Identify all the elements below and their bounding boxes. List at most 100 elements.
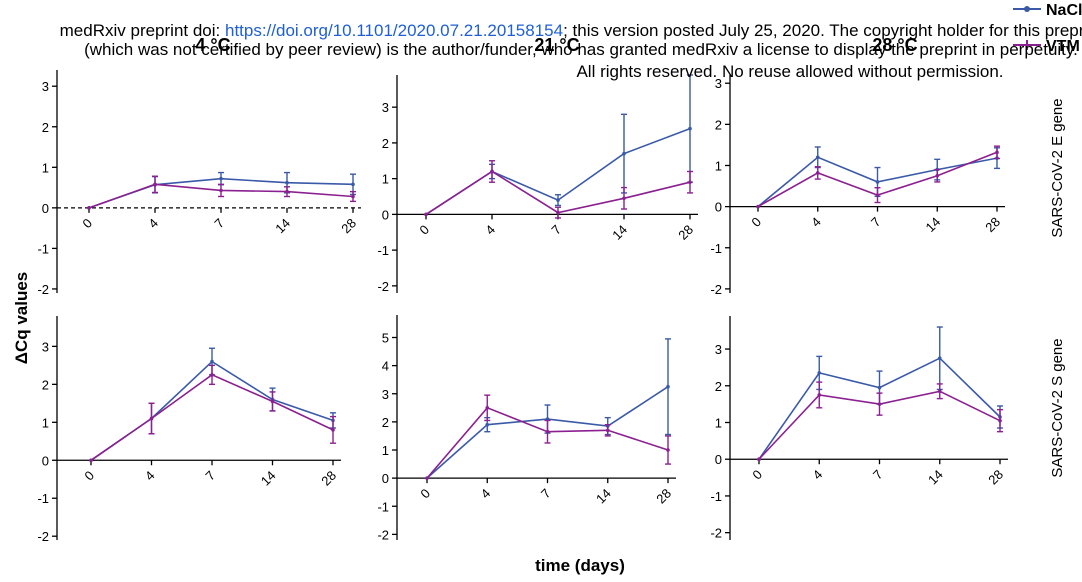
y-tick-label: 2 [715, 379, 722, 394]
y-tick-label: -1 [710, 489, 722, 504]
y-tick-label: 0 [715, 200, 722, 215]
y-tick-label: -2 [710, 526, 722, 541]
legend-label-vtm: VTM [1046, 38, 1080, 55]
x-tick-label: 0 [79, 215, 95, 231]
y-tick-label: 3 [42, 339, 49, 354]
x-tick-label: 28 [982, 214, 1003, 235]
series-vtm [756, 145, 1000, 209]
y-tick-label: 0 [42, 201, 49, 216]
data-point-vtm [87, 206, 91, 210]
row-title-s-gene: SARS-CoV-2 S gene [1049, 338, 1066, 477]
y-tick-label: -1 [37, 241, 49, 256]
y-tick-label: 2 [42, 120, 49, 135]
data-point-vtm [153, 182, 157, 187]
x-tick-label: 7 [211, 215, 227, 231]
y-tick-label: -2 [37, 282, 49, 297]
data-point-nacl [817, 371, 822, 375]
data-point-vtm [545, 429, 550, 434]
panel-sars-cov-2-s-gene-4-c: -2 -1 0 1 2 3 0 4 7 14 28 [37, 316, 341, 544]
data-point-vtm [757, 457, 761, 462]
data-point-nacl [875, 180, 880, 184]
preprint-notice-line-1: medRxiv preprint doi: https://doi.org/10… [40, 22, 1082, 40]
x-tick-label: 4 [478, 486, 494, 502]
data-point-vtm [490, 169, 494, 174]
y-tick-label: 1 [42, 160, 49, 175]
row-title-e-gene: SARS-CoV-2 E gene [1049, 98, 1066, 237]
y-tick-label: 1 [382, 172, 389, 187]
y-tick-label: -2 [37, 529, 49, 544]
y-tick-label: 1 [382, 443, 389, 458]
x-tick-label: 28 [985, 467, 1006, 488]
data-point-vtm [285, 189, 289, 194]
series-nacl [424, 74, 693, 217]
data-point-vtm [219, 188, 223, 193]
data-point-vtm [425, 476, 429, 480]
x-tick-label: 14 [609, 222, 630, 243]
x-tick-label: 0 [81, 468, 97, 484]
panel-sars-cov-2-e-gene-4-c: -2 -1 0 1 2 3 0 4 7 14 28 [37, 70, 361, 297]
data-point-vtm [331, 428, 335, 432]
doi-link[interactable]: https://doi.org/10.1101/2020.07.21.20158… [224, 21, 564, 40]
data-point-vtm [424, 212, 428, 217]
series-vtm [424, 160, 693, 219]
x-tick-label: 14 [925, 467, 946, 488]
panel-sars-cov-2-e-gene-21-c: -2 -1 0 1 2 3 0 4 7 14 28 [377, 74, 698, 294]
y-tick-label: -1 [377, 243, 389, 258]
data-point-vtm [149, 416, 154, 421]
x-tick-label: 4 [810, 467, 826, 483]
x-tick-label: 7 [538, 486, 554, 502]
y-tick-label: 0 [42, 453, 49, 468]
y-tick-label: 1 [715, 158, 722, 173]
y-tick-label: 0 [382, 471, 389, 486]
data-point-nacl [877, 385, 882, 390]
series-nacl [425, 338, 671, 480]
data-point-vtm [270, 399, 275, 404]
series-vtm [89, 364, 336, 463]
data-point-vtm [817, 393, 822, 397]
data-point-vtm [937, 389, 942, 394]
y-tick-label: -1 [377, 499, 389, 514]
series-vtm [87, 175, 356, 210]
x-tick-label: 14 [923, 214, 944, 235]
y-tick-label: 5 [382, 331, 389, 346]
x-tick-label: 0 [748, 214, 764, 230]
x-axis-title: time (days) [535, 556, 625, 575]
y-tick-label: 3 [382, 387, 389, 402]
legend-marker-nacl [1024, 6, 1030, 12]
y-tick-label: 4 [382, 359, 389, 374]
y-tick-label: 3 [715, 76, 722, 91]
x-tick-label: 4 [142, 468, 158, 484]
y-tick-label: 2 [42, 377, 49, 392]
data-point-vtm [875, 193, 880, 197]
y-tick-label: 1 [42, 415, 49, 430]
data-point-nacl [556, 198, 560, 202]
x-tick-label: 7 [548, 222, 564, 238]
data-point-nacl [210, 359, 214, 364]
notice-suffix: ; this version posted July 25, 2020. The… [563, 21, 1082, 40]
data-point-nacl [351, 182, 355, 187]
legend: NaCl VTM [1013, 2, 1082, 55]
legend-item-nacl: NaCl [1013, 2, 1082, 19]
data-point-vtm [998, 418, 1002, 423]
data-point-vtm [935, 173, 940, 178]
data-point-nacl [219, 176, 223, 181]
panel-sars-cov-2-e-gene-28-c: -2 -1 0 1 2 3 0 4 7 14 28 [710, 75, 1005, 297]
data-point-vtm [556, 210, 560, 215]
data-point-vtm [605, 428, 610, 433]
data-point-vtm [351, 194, 355, 199]
y-tick-label: 2 [382, 136, 389, 151]
data-point-nacl [815, 155, 820, 160]
y-tick-label: -2 [377, 527, 389, 542]
data-point-nacl [622, 151, 626, 156]
data-point-vtm [756, 204, 760, 209]
x-tick-label: 0 [417, 486, 433, 502]
preprint-notice-line-2: (which was not certified by peer review)… [84, 40, 1078, 59]
x-tick-label: 0 [749, 467, 765, 483]
data-point-vtm [89, 458, 93, 463]
x-tick-label: 4 [145, 215, 161, 231]
data-point-nacl [937, 356, 942, 361]
panel-sars-cov-2-s-gene-21-c: -2 -1 0 1 2 3 4 5 0 4 7 14 28 [377, 315, 676, 542]
data-point-vtm [622, 196, 626, 201]
